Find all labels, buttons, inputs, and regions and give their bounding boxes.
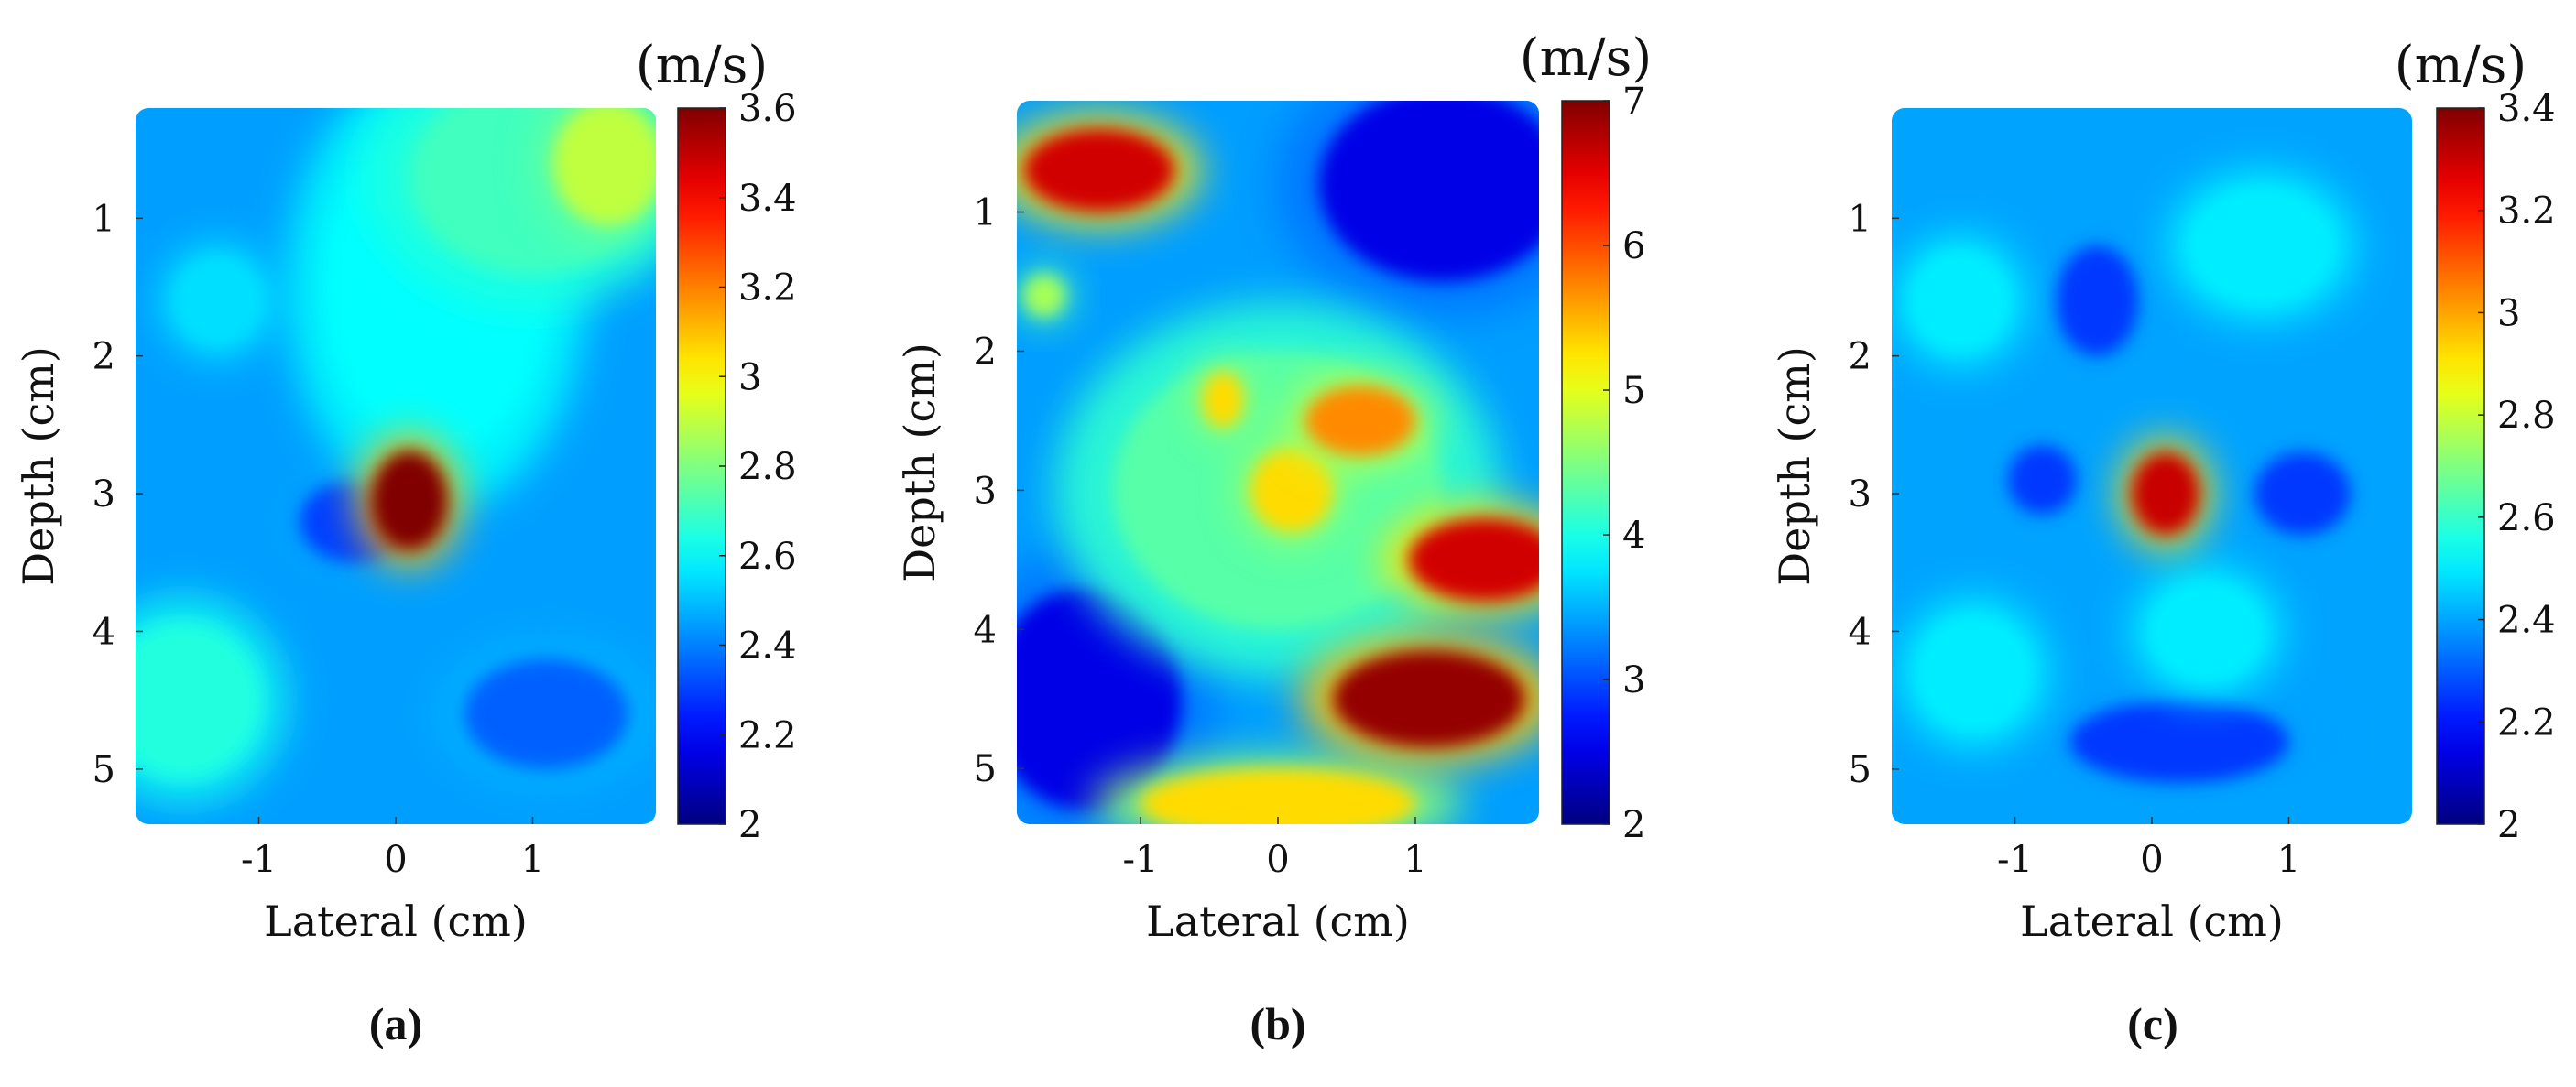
heatmap-blob [1275, 101, 1539, 316]
colorbar-tick-label: 2.2 [738, 714, 797, 756]
heatmap-blob [2041, 226, 2153, 375]
heatmap-blob [136, 597, 286, 803]
y-axis-label: Depth (cm) [1770, 346, 1819, 586]
y-tick-label: 2 [974, 331, 997, 373]
heatmap-blob [1195, 362, 1251, 438]
colorbar-tick-label: 2.8 [2497, 395, 2556, 437]
heatmap-blob [2237, 438, 2368, 549]
y-tick-label: 5 [974, 748, 997, 790]
y-tick-label: 4 [93, 611, 115, 653]
heatmap-blob [1017, 266, 1073, 324]
heatmap-blob [533, 108, 656, 247]
y-axis-label: Depth (cm) [14, 346, 63, 586]
y-tick-label: 4 [1849, 611, 1872, 653]
colorbar-tick-label: 2.6 [2497, 497, 2556, 539]
heatmap-plot [1017, 101, 1539, 824]
panel-caption: (b) [1250, 998, 1305, 1049]
x-tick-label: 1 [521, 839, 544, 881]
colorbar-tick-label: 3 [738, 356, 761, 398]
heatmap-plot [136, 108, 656, 824]
y-tick-label: 1 [974, 192, 997, 234]
colorbar-unit-label: (m/s) [1520, 28, 1652, 88]
colorbar-tick-label: 3 [2497, 292, 2520, 334]
y-tick-label: 3 [93, 473, 115, 516]
y-tick-label: 1 [1849, 198, 1872, 240]
y-tick-label: 2 [1849, 336, 1872, 378]
colorbar-tick-label: 3.2 [2497, 190, 2556, 233]
y-tick-label: 5 [1849, 749, 1872, 791]
y-tick-label: 5 [93, 749, 115, 791]
y-axis-label: Depth (cm) [895, 342, 944, 582]
colorbar-tick-label: 2.6 [738, 536, 797, 578]
heatmap-blob [2031, 685, 2328, 798]
heatmap-blob [435, 639, 656, 788]
x-axis-label: Lateral (cm) [264, 897, 528, 946]
colorbar [1561, 100, 1610, 825]
colorbar-tick-label: 4 [1622, 515, 1645, 557]
x-axis-label: Lateral (cm) [2020, 897, 2284, 946]
y-tick-label: 3 [1849, 473, 1872, 516]
colorbar-tick-label: 2 [1622, 804, 1645, 846]
x-tick-label: 0 [384, 839, 407, 881]
panel-caption: (c) [2127, 998, 2178, 1049]
colorbar [2436, 107, 2485, 825]
colorbar-unit-label: (m/s) [2395, 36, 2527, 95]
colorbar-tick-label: 5 [1622, 370, 1645, 412]
heatmap-blob [1236, 433, 1348, 547]
x-tick-label: -1 [241, 839, 277, 881]
heatmap-blob [2133, 566, 2281, 697]
colorbar-tick-label: 2 [738, 804, 761, 846]
heatmap-blob [1381, 503, 1539, 616]
colorbar-tick-label: 6 [1622, 225, 1645, 267]
y-tick-label: 3 [974, 470, 997, 512]
colorbar-tick-label: 7 [1622, 81, 1645, 123]
x-tick-label: 1 [2277, 839, 2300, 881]
y-tick-label: 4 [974, 609, 997, 651]
heatmap-plot [1892, 108, 2412, 824]
x-tick-label: -1 [1997, 839, 2033, 881]
y-tick-label: 1 [93, 198, 115, 240]
colorbar-tick-label: 2 [2497, 804, 2520, 846]
colorbar-tick-label: 2.4 [738, 625, 797, 668]
colorbar-tick-label: 2.2 [2497, 701, 2556, 744]
heatmap-blob [1286, 374, 1435, 468]
y-tick-label: 2 [93, 336, 115, 378]
heatmap-blob [357, 433, 462, 568]
x-axis-label: Lateral (cm) [1146, 897, 1410, 946]
x-tick-label: 0 [2140, 839, 2163, 881]
heatmap-blob [1995, 433, 2089, 527]
x-tick-label: 1 [1403, 839, 1426, 881]
colorbar-tick-label: 3.4 [738, 178, 797, 220]
heatmap-blob [2119, 438, 2212, 549]
heatmap-blob [1092, 755, 1464, 824]
colorbar-tick-label: 3.4 [2497, 88, 2556, 130]
colorbar-tick-label: 3 [1622, 659, 1645, 701]
colorbar [677, 107, 726, 825]
heatmap-blob [1017, 114, 1202, 227]
heatmap-blob [1899, 598, 2048, 747]
colorbar-tick-label: 2.8 [738, 446, 797, 488]
colorbar-unit-label: (m/s) [636, 36, 768, 95]
heatmap-blob [162, 245, 274, 357]
x-tick-label: -1 [1123, 839, 1159, 881]
colorbar-tick-label: 3.6 [738, 88, 797, 130]
heatmap-blob [1299, 633, 1539, 766]
panel-caption: (a) [369, 998, 422, 1049]
heatmap-blob [2168, 171, 2354, 321]
heatmap-blob [1895, 235, 2025, 366]
x-tick-label: 0 [1266, 839, 1289, 881]
colorbar-tick-label: 2.4 [2497, 600, 2556, 642]
colorbar-tick-label: 3.2 [738, 267, 797, 310]
